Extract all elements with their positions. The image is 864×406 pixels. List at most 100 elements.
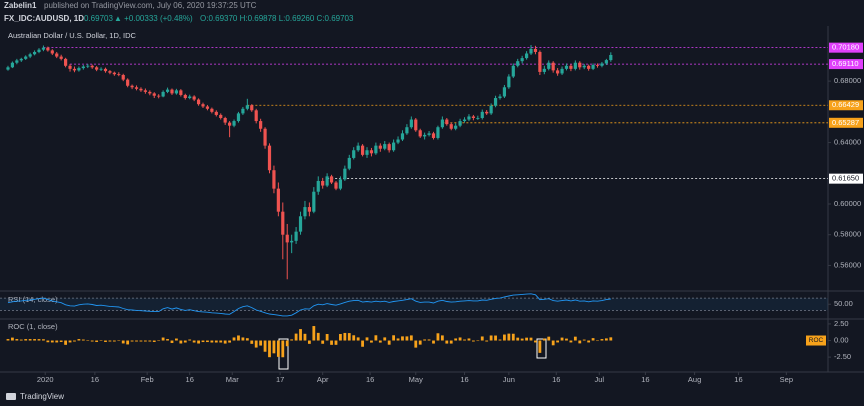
candle-body (19, 58, 23, 61)
roc-bar (95, 340, 99, 342)
roc-bar (24, 339, 28, 341)
candle-body (196, 99, 201, 105)
candle-body (112, 72, 116, 75)
candle-body (157, 95, 161, 97)
roc-tick-label: -2.50 (834, 352, 851, 361)
roc-bar (15, 339, 19, 341)
candle-body (152, 93, 156, 96)
y-tick-label: 0.60000 (834, 199, 861, 208)
roc-bar (476, 340, 480, 342)
level-label: 0.69110 (832, 59, 859, 68)
candle-body (210, 108, 214, 112)
roc-bar (290, 339, 294, 341)
candle-body (245, 105, 249, 109)
roc-bar (578, 340, 582, 344)
candle-body (383, 144, 387, 149)
candle-body (183, 94, 187, 99)
candle-body (188, 96, 192, 99)
candle-body (560, 68, 564, 74)
level-label: 0.65287 (832, 118, 859, 127)
roc-bar (604, 338, 608, 341)
candle-body (6, 67, 10, 70)
roc-bar (81, 339, 85, 341)
candle-body (454, 125, 458, 129)
candle-body (387, 144, 391, 151)
x-tick-label: Apr (317, 375, 329, 384)
candle-body (46, 47, 50, 51)
roc-bar (307, 340, 311, 344)
roc-bar (387, 340, 391, 345)
roc-bar (396, 338, 400, 341)
roc-bar (339, 334, 342, 341)
roc-title: ROC (1, close) (8, 322, 58, 331)
candle-body (263, 128, 267, 146)
roc-bar (55, 340, 59, 343)
roc-bar (232, 337, 236, 341)
roc-bar (436, 333, 440, 341)
roc-bar (117, 340, 121, 342)
roc-bar (467, 338, 471, 341)
level-label: 0.70180 (832, 43, 859, 52)
candle-body (427, 133, 431, 135)
candle-body (392, 142, 396, 151)
candle-body (498, 96, 502, 99)
roc-bar (511, 333, 515, 341)
roc-bar (157, 340, 161, 342)
roc-bar (427, 339, 431, 341)
roc-bar (197, 340, 200, 344)
candle-body (90, 65, 94, 68)
roc-bar (454, 338, 458, 341)
candle-body (356, 145, 360, 151)
candle-body (414, 119, 418, 131)
roc-bar (104, 340, 107, 342)
candle-body (595, 65, 600, 66)
candle-body (502, 87, 507, 97)
candle-body (538, 51, 542, 72)
level-tag (829, 117, 863, 128)
footer: TradingView (20, 392, 64, 401)
roc-bar (356, 337, 360, 341)
y-tick-label: 0.58000 (834, 230, 861, 239)
roc-bar (223, 340, 227, 344)
roc-bar (42, 339, 45, 341)
roc-bar (383, 337, 387, 341)
candle-body (214, 111, 218, 115)
roc-bar (254, 340, 258, 348)
candle-body (272, 170, 276, 189)
roc-bar (507, 333, 511, 341)
roc-bar (130, 340, 134, 342)
roc-bar (170, 340, 174, 343)
candle-body (578, 62, 582, 68)
level-tag (829, 100, 863, 111)
level-tag (829, 42, 863, 53)
roc-bar (175, 338, 178, 341)
x-tick-label: Feb (141, 375, 154, 384)
roc-bar (538, 340, 542, 353)
roc-bar (214, 340, 218, 343)
candle-body (161, 91, 165, 97)
roc-bar (11, 337, 14, 341)
candle-body (201, 104, 205, 107)
roc-bar (268, 340, 271, 358)
candle-body (59, 56, 63, 59)
roc-bar (520, 338, 524, 341)
candle-body (365, 150, 369, 155)
candle-body (50, 50, 54, 54)
roc-bar (183, 340, 187, 343)
roc-bar (374, 335, 378, 341)
candle-body (267, 145, 272, 171)
candle-body (467, 116, 471, 120)
roc-bar (59, 340, 63, 342)
roc-bar (312, 326, 316, 341)
candle-body (436, 127, 440, 138)
x-tick-label: Sep (780, 375, 793, 384)
candle-body (259, 121, 263, 129)
candle-body (440, 119, 444, 128)
y-tick-label: 0.68000 (834, 76, 861, 85)
roc-bar (503, 334, 506, 341)
roc-bar (414, 340, 418, 348)
roc-bar (409, 335, 413, 341)
chart-title: Australian Dollar / U.S. Dollar, 1D, IDC (8, 31, 137, 40)
roc-bar (179, 340, 183, 344)
candle-body (139, 88, 143, 91)
